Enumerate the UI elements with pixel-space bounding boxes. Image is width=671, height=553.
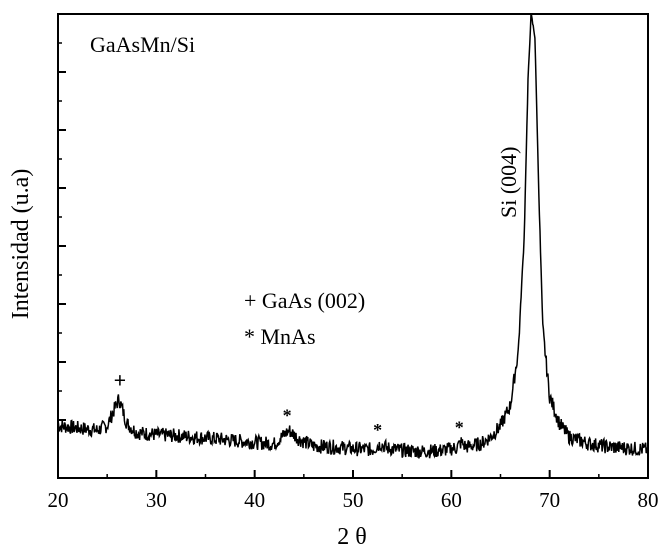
si-peak-label: Si (004) <box>496 147 521 219</box>
x-tick-label: 20 <box>48 488 69 512</box>
y-axis-ticks <box>58 42 66 421</box>
x-tick-label: 40 <box>244 488 265 512</box>
x-tick-label: 80 <box>638 488 659 512</box>
legend-mnas: * MnAs <box>244 324 316 349</box>
series-line <box>57 13 649 459</box>
mnas-peak-marker: * <box>283 405 292 425</box>
peak-markers: + * * * <box>114 368 464 441</box>
plot-frame <box>57 13 649 479</box>
sample-label: GaAsMn/Si <box>90 32 195 57</box>
mnas-peak-marker: * <box>455 417 464 437</box>
mnas-peak-marker: * <box>373 420 382 440</box>
x-tick-label: 60 <box>441 488 462 512</box>
legend-gaas: + GaAs (002) <box>244 288 365 313</box>
y-axis-label: Intensidad (u.a) <box>8 169 34 320</box>
x-axis-ticks: 20 30 40 50 60 70 80 <box>48 470 659 512</box>
x-axis-label: 2 θ <box>337 524 367 550</box>
x-tick-label: 30 <box>146 488 167 512</box>
x-tick-label: 70 <box>539 488 560 512</box>
x-tick-label: 50 <box>343 488 364 512</box>
gaas-peak-marker: + <box>114 368 127 393</box>
